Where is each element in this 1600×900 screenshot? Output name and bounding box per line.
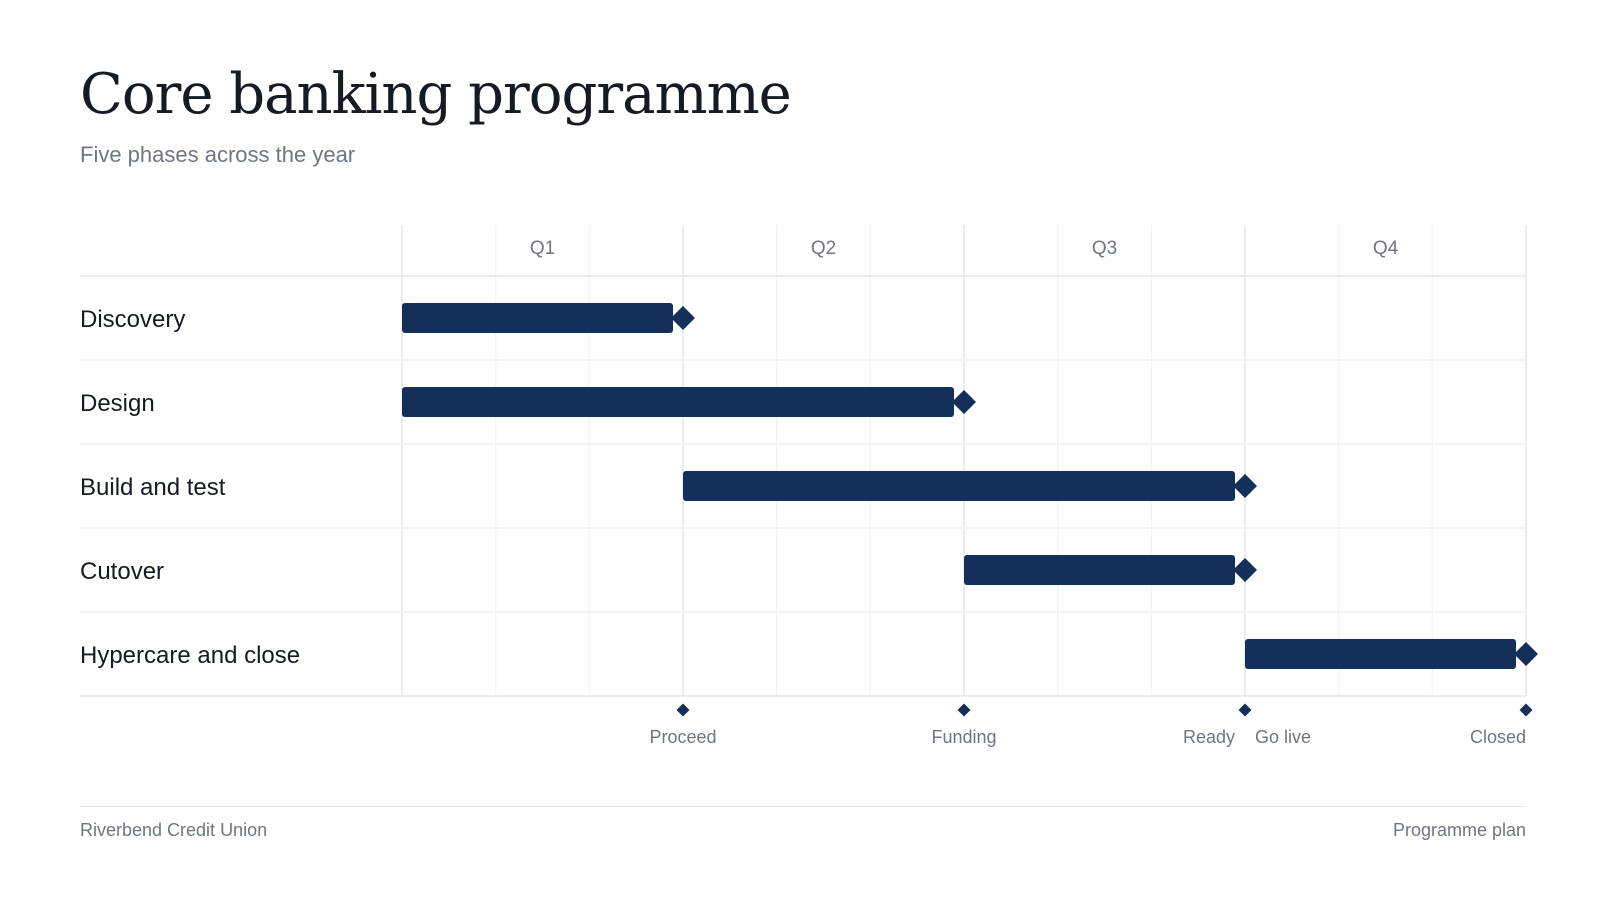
milestone-diamond bbox=[671, 306, 695, 330]
milestone-marker bbox=[1519, 703, 1533, 717]
footer-organisation: Riverbend Credit Union bbox=[80, 820, 268, 840]
task-label: Cutover bbox=[80, 558, 164, 585]
quarter-label: Q3 bbox=[1092, 238, 1117, 259]
task-bar bbox=[402, 303, 673, 333]
task-label: Design bbox=[80, 390, 155, 417]
task-label: Build and test bbox=[80, 474, 226, 501]
milestone-diamond bbox=[1514, 642, 1538, 666]
gantt-chart: Q1 Q2 Q3 Q4 Discovery Design Build and test Cut… bbox=[80, 225, 1538, 747]
footer-divider bbox=[80, 806, 1526, 807]
task-label: Hypercare and close bbox=[80, 642, 300, 669]
milestone-label: Funding bbox=[931, 727, 996, 747]
task-label: Discovery bbox=[80, 306, 185, 333]
milestone-label: Closed bbox=[1470, 727, 1526, 747]
task-bar bbox=[964, 555, 1235, 585]
quarter-label: Q2 bbox=[811, 238, 836, 259]
page-subtitle: Five phases across the year bbox=[80, 142, 356, 167]
footer-document-label: Programme plan bbox=[1392, 820, 1526, 840]
milestone-label: Go live bbox=[1255, 727, 1311, 747]
task-bar bbox=[683, 471, 1235, 501]
milestone-marker bbox=[957, 703, 971, 717]
milestone-diamond bbox=[1233, 474, 1257, 498]
milestone-marker bbox=[676, 703, 690, 717]
milestone-marker bbox=[1238, 703, 1252, 717]
task-bar bbox=[402, 387, 954, 417]
milestone-label: Proceed bbox=[649, 727, 716, 747]
milestone-label: Ready bbox=[1183, 727, 1235, 747]
task-bar bbox=[1245, 639, 1516, 669]
quarter-label: Q4 bbox=[1373, 238, 1399, 259]
quarter-label: Q1 bbox=[530, 238, 555, 259]
milestone-diamond bbox=[1233, 558, 1257, 582]
milestone-diamond bbox=[952, 390, 976, 414]
page-title: Core banking programme bbox=[80, 62, 792, 127]
